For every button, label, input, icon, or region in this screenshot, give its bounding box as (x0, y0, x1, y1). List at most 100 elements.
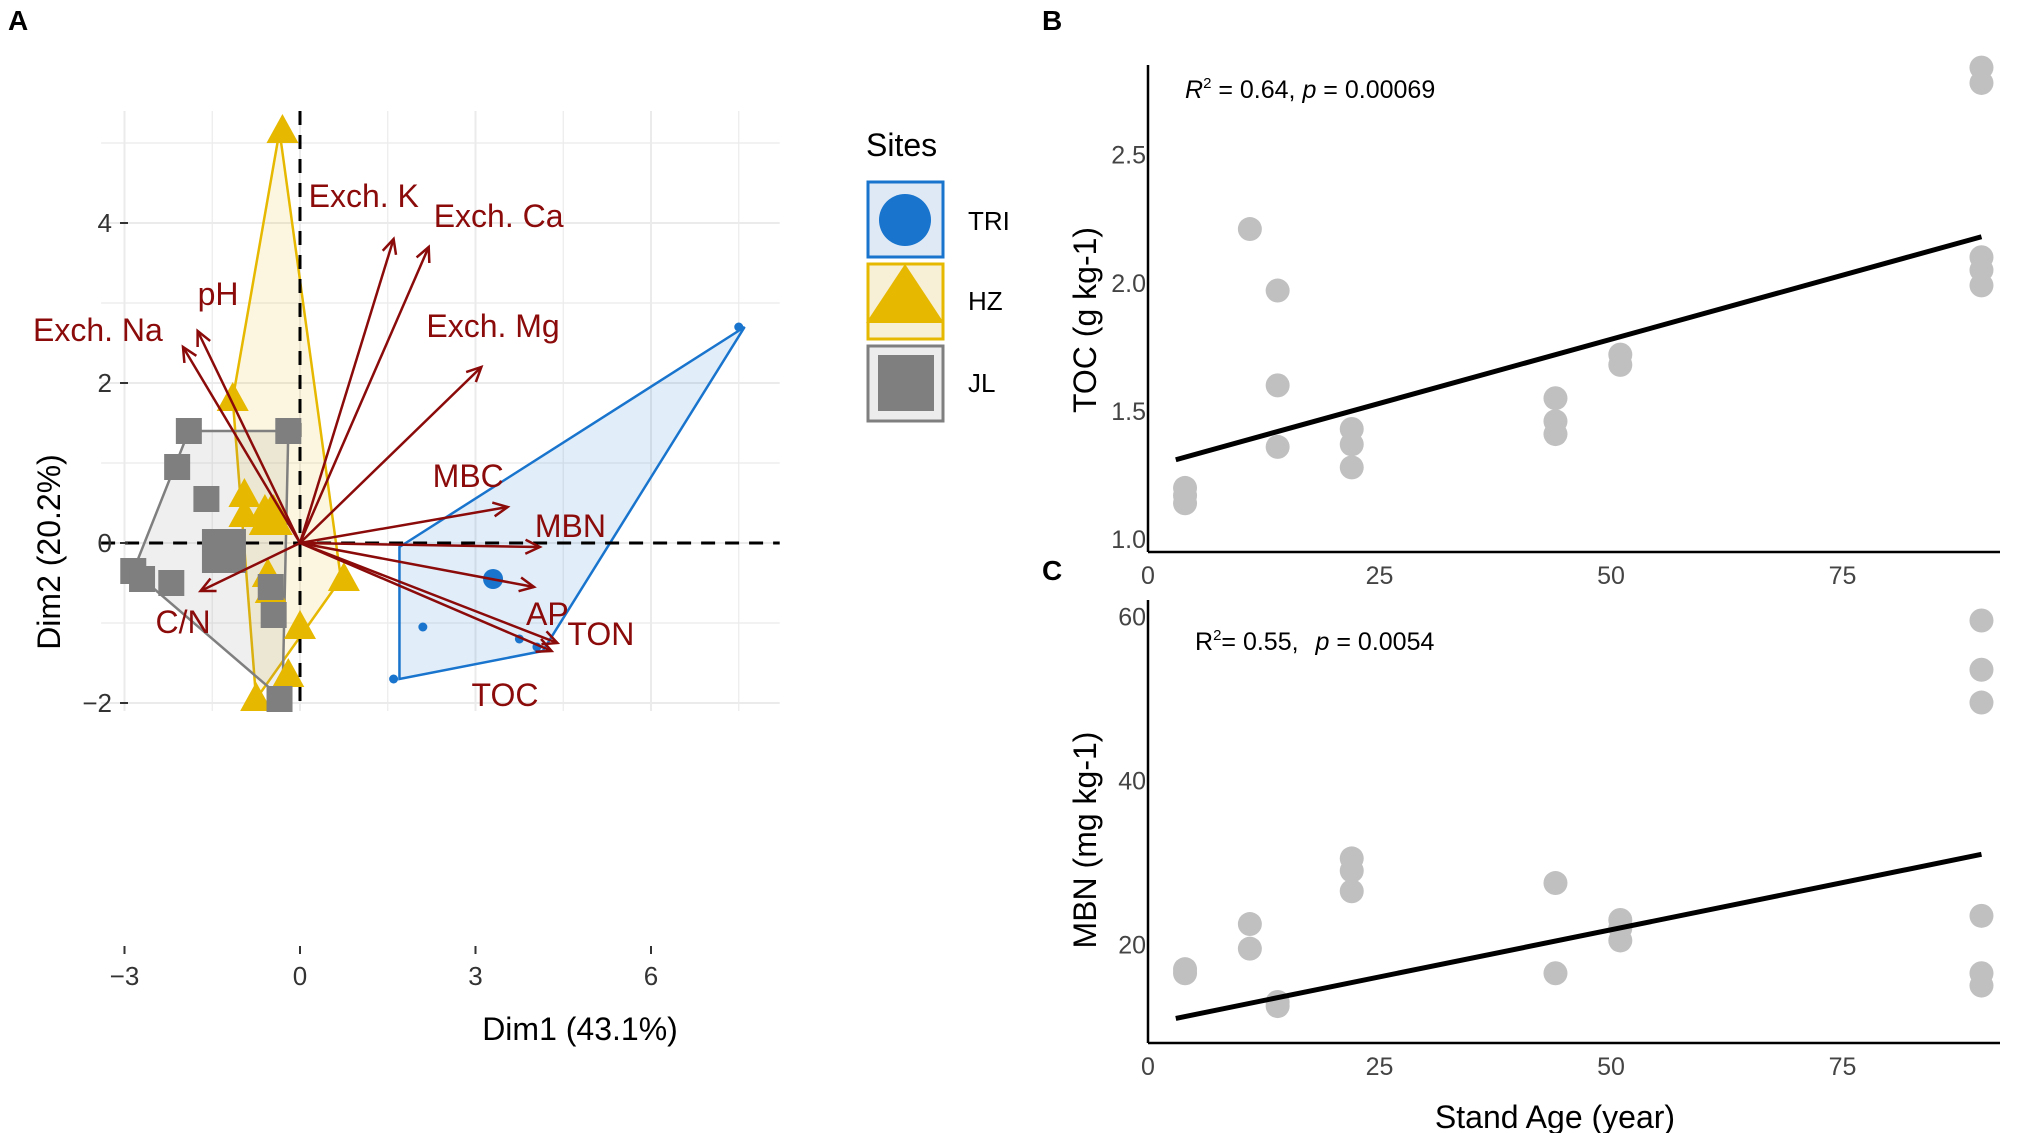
loading-arrow-label: Exch. Na (33, 312, 163, 348)
b-regression-line (1175, 234, 1983, 463)
b-data-point (1265, 373, 1290, 398)
mbn-y-axis-title: MBN (mg kg-1) (1067, 732, 1103, 949)
loading-arrow-label: pH (198, 276, 239, 312)
loading-arrow-label: Exch. Ca (434, 198, 564, 234)
pca-x-tick-label: −3 (110, 961, 140, 991)
point-jl (158, 570, 185, 596)
legend-label-hz: HZ (968, 286, 1003, 316)
centroid-jl (201, 529, 246, 573)
c-data-point (1173, 961, 1198, 986)
mbn-axes: 0 25 50 75 20 40 60 (1118, 600, 2000, 1081)
mbn-regression-plot: 0 25 50 75 20 40 60 R2= 0.55, p = 0.0054 MBN (… (1067, 600, 2000, 1133)
legend-entry-hz: HZ (866, 262, 1003, 341)
pca-points (120, 114, 744, 712)
c-x-tick-label: 50 (1597, 1053, 1625, 1081)
loading-arrow-label: TON (567, 616, 634, 652)
point-hz (284, 610, 316, 639)
point-jl (257, 574, 284, 600)
panel-label-b: B (1042, 5, 1062, 36)
centroid-hz (248, 495, 293, 535)
loading-arrow-line (299, 541, 535, 589)
loading-arrow-head (524, 538, 543, 555)
pca-x-tick-label: 6 (644, 961, 658, 991)
c-regression-line (1175, 851, 1982, 1021)
b-data-point (1237, 217, 1262, 242)
legend-label-tri: TRI (968, 206, 1010, 236)
point-hz (228, 478, 261, 507)
pca-legend: Sites TRI HZ JL (866, 127, 1010, 423)
pca-y-tick-label: 4 (98, 208, 112, 238)
b-data-point (1265, 434, 1290, 459)
loading-arrow-line (196, 330, 302, 544)
c-data-point (1969, 608, 1994, 633)
legend-symbol-triangle (866, 264, 944, 323)
panel-label-c: C (1042, 555, 1062, 586)
c-x-tick-label: 25 (1366, 1053, 1394, 1081)
toc-p-label: p (1301, 76, 1316, 104)
panel-label-a: A (8, 5, 28, 36)
loading-arrow-line (299, 541, 553, 653)
toc-r2-sup: 2 (1203, 75, 1211, 92)
loading-arrow-line (299, 541, 540, 549)
toc-annotation: R2 = 0.64, p = 0.00069 (1185, 75, 1435, 104)
c-data-point (1237, 912, 1262, 937)
b-data-point (1339, 432, 1364, 457)
point-hz (272, 658, 305, 687)
mbn-p-label: p (1315, 628, 1330, 656)
b-data-point (1339, 455, 1364, 480)
c-data-point (1969, 690, 1994, 715)
loading-arrow-line (299, 366, 483, 544)
point-hz (327, 562, 360, 591)
point-hz (216, 382, 249, 411)
mbn-points (1173, 608, 1994, 1019)
loading-arrow-head (415, 244, 431, 264)
c-y-tick-label: 20 (1118, 932, 1146, 960)
c-data-point (1543, 871, 1568, 896)
loading-arrow-label: AP (526, 596, 569, 632)
loading-arrow-head (535, 638, 555, 653)
toc-axes: 0 25 50 75 1.0 1.5 2.0 2.5 (1111, 65, 2000, 590)
b-data-point (1543, 386, 1568, 411)
c-data-point (1969, 903, 1994, 928)
loading-arrow-head (518, 576, 537, 593)
c-y-tick-label: 60 (1118, 603, 1146, 631)
loading-arrow-line (181, 346, 302, 544)
c-x-tick-label: 75 (1829, 1053, 1857, 1081)
pca-y-tick-label: 2 (98, 368, 112, 398)
b-data-point (1543, 422, 1568, 447)
loading-arrow-head (196, 328, 211, 348)
c-data-point (1237, 936, 1262, 961)
b-x-tick-label: 75 (1829, 562, 1857, 590)
toc-r2-value: = 0.64, (1211, 76, 1302, 104)
c-data-point (1339, 858, 1364, 883)
c-data-point (1339, 879, 1364, 904)
point-jl (164, 454, 191, 480)
mbn-annotation: R2= 0.55, p = 0.0054 (1195, 627, 1434, 656)
b-y-tick-label: 1.5 (1111, 398, 1146, 426)
pca-x-tick-label: 3 (468, 961, 482, 991)
loading-arrow-label: TOC (472, 677, 539, 713)
loading-arrow-label: Exch. K (309, 178, 419, 214)
point-jl (275, 418, 302, 444)
c-data-point (1608, 928, 1633, 953)
toc-r2-label: R (1185, 76, 1203, 104)
loading-arrow-label: MBN (535, 508, 606, 544)
point-jl (175, 418, 202, 444)
pca-reference-lines (101, 111, 780, 711)
pca-axis-ticks: −3 0 3 6 −2 0 2 4 (82, 208, 658, 991)
toc-points (1173, 55, 1994, 516)
loading-arrow-head (465, 364, 484, 383)
loading-arrow-line (299, 505, 508, 545)
c-data-point (1969, 973, 1994, 998)
legend-title: Sites (866, 127, 937, 163)
b-data-point (1969, 273, 1994, 298)
pca-loading-arrows: Exch. K Exch. Ca pH Exch. Na Exch. Mg MBC MBN A… (33, 178, 634, 713)
point-jl (129, 566, 156, 592)
b-x-tick-label: 0 (1141, 562, 1155, 590)
c-data-point (1969, 657, 1994, 682)
c-data-point (1543, 961, 1568, 986)
b-y-tick-label: 2.0 (1111, 270, 1146, 298)
mbn-p-value: = 0.0054 (1329, 628, 1434, 656)
legend-entry-tri: TRI (866, 180, 1010, 259)
